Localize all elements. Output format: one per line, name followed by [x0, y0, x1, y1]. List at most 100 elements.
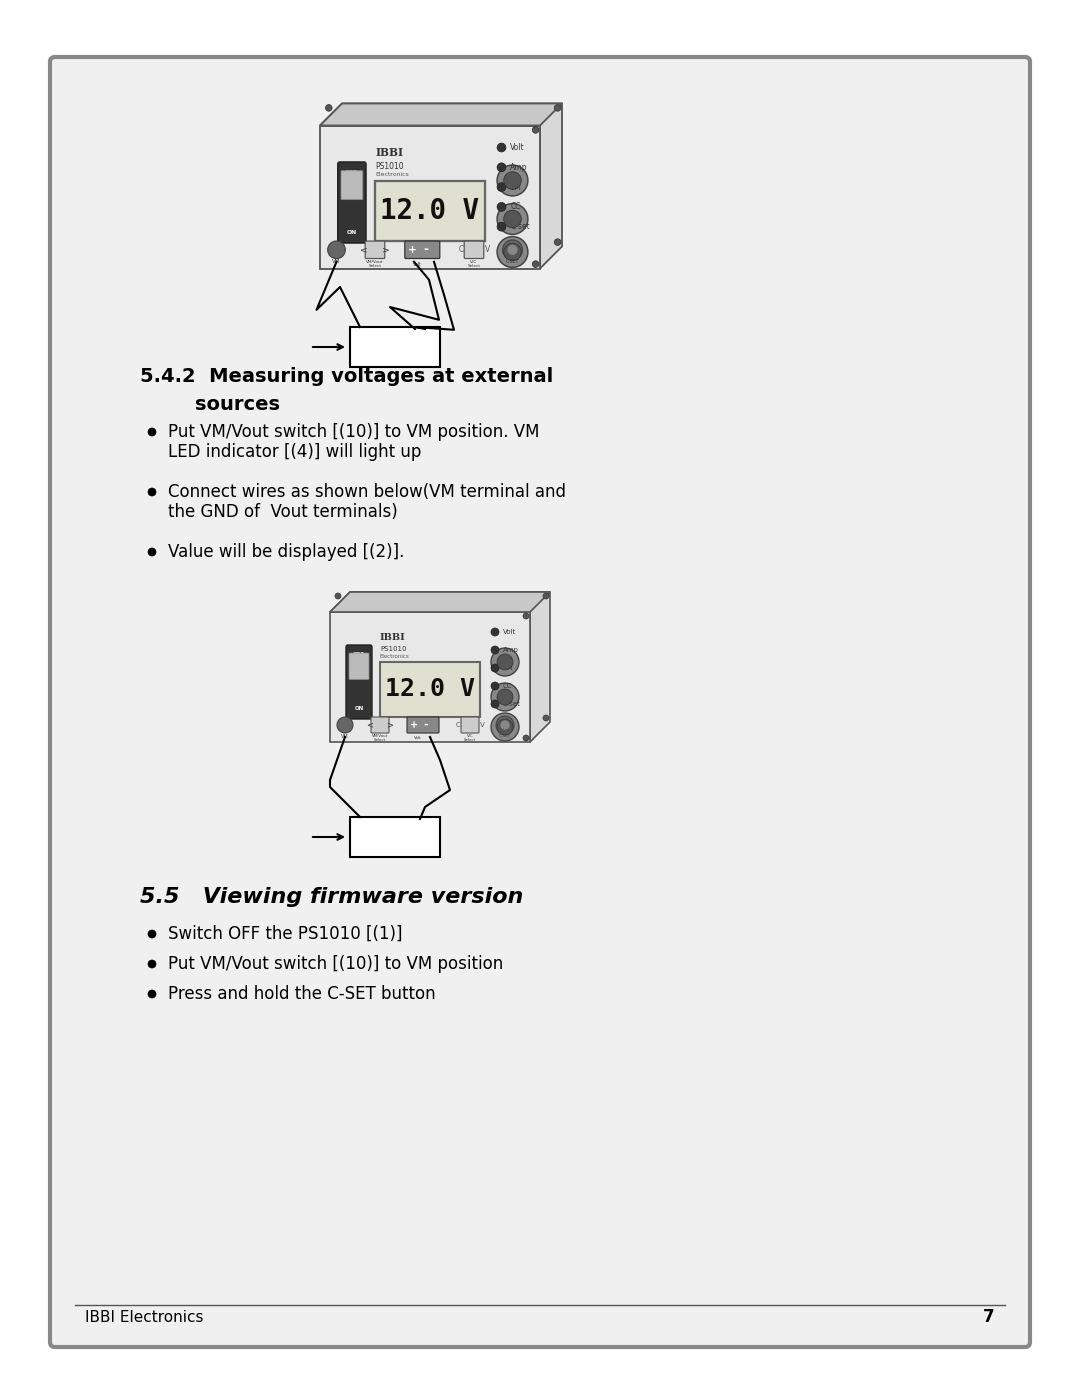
- Text: +: +: [408, 244, 417, 254]
- Circle shape: [497, 203, 505, 211]
- Text: Switch OFF the PS1010 [(1)]: Switch OFF the PS1010 [(1)]: [168, 925, 403, 943]
- FancyBboxPatch shape: [372, 717, 389, 733]
- Circle shape: [148, 930, 156, 937]
- Text: VM: VM: [511, 183, 522, 191]
- Circle shape: [503, 172, 522, 190]
- Circle shape: [502, 240, 523, 260]
- FancyBboxPatch shape: [464, 242, 484, 258]
- FancyBboxPatch shape: [341, 170, 363, 200]
- Text: Press and hold the C-SET button: Press and hold the C-SET button: [168, 985, 435, 1003]
- Text: IBBI Electronics: IBBI Electronics: [85, 1309, 203, 1324]
- Text: 5.5   Viewing firmware version: 5.5 Viewing firmware version: [140, 887, 524, 907]
- Circle shape: [523, 735, 529, 740]
- Circle shape: [337, 717, 353, 733]
- Bar: [350, 817, 440, 856]
- Circle shape: [148, 548, 156, 556]
- Text: Amp: Amp: [503, 647, 518, 652]
- Text: V/C
Select: V/C Select: [468, 260, 481, 268]
- Text: VM: VM: [333, 260, 340, 264]
- Circle shape: [148, 488, 156, 496]
- Circle shape: [327, 242, 346, 258]
- Circle shape: [497, 163, 505, 172]
- Circle shape: [496, 717, 514, 733]
- Polygon shape: [320, 103, 562, 126]
- Circle shape: [491, 664, 499, 672]
- Text: IBBI: IBBI: [375, 148, 403, 158]
- Bar: [70, 67, 1010, 1337]
- Text: Value will be displayed [(2)].: Value will be displayed [(2)].: [168, 543, 404, 562]
- Text: V: V: [485, 246, 490, 254]
- Circle shape: [543, 715, 549, 721]
- FancyBboxPatch shape: [330, 612, 530, 742]
- Circle shape: [491, 683, 519, 711]
- Circle shape: [497, 142, 505, 152]
- Text: V: V: [480, 722, 484, 728]
- Circle shape: [532, 261, 539, 267]
- Text: C-set: C-set: [511, 222, 530, 231]
- Text: Volt: Volt: [503, 629, 516, 636]
- Text: Volt: Volt: [511, 142, 525, 152]
- Text: PS1010: PS1010: [380, 645, 406, 652]
- Circle shape: [500, 719, 510, 731]
- Circle shape: [497, 183, 505, 191]
- Circle shape: [543, 592, 549, 599]
- FancyBboxPatch shape: [346, 645, 372, 719]
- Text: C-SET: C-SET: [499, 733, 511, 738]
- Text: 12.0 V: 12.0 V: [380, 197, 480, 225]
- Text: Put VM/Vout switch [(10)] to VM position. VM: Put VM/Vout switch [(10)] to VM position…: [168, 423, 540, 441]
- Circle shape: [491, 712, 519, 740]
- Bar: [350, 327, 440, 367]
- Text: C-set: C-set: [503, 701, 521, 707]
- Circle shape: [503, 243, 522, 261]
- FancyBboxPatch shape: [405, 242, 440, 258]
- Circle shape: [523, 613, 529, 619]
- FancyBboxPatch shape: [380, 662, 480, 717]
- Text: Electronics: Electronics: [380, 655, 409, 659]
- FancyBboxPatch shape: [50, 57, 1030, 1347]
- Circle shape: [491, 629, 499, 636]
- Text: LED indicator [(4)] will light up: LED indicator [(4)] will light up: [168, 443, 421, 461]
- Text: 12.0 V: 12.0 V: [384, 678, 475, 701]
- Text: -: -: [423, 719, 429, 731]
- Circle shape: [497, 222, 505, 231]
- Text: Connect wires as shown below(VM terminal and: Connect wires as shown below(VM terminal…: [168, 483, 566, 502]
- Circle shape: [491, 645, 499, 654]
- Circle shape: [497, 165, 528, 196]
- Text: OFF: OFF: [353, 652, 365, 658]
- Circle shape: [325, 105, 333, 112]
- Circle shape: [497, 654, 513, 671]
- Circle shape: [503, 210, 522, 228]
- Text: VM: VM: [503, 665, 514, 671]
- FancyBboxPatch shape: [375, 180, 485, 242]
- Text: sources: sources: [195, 395, 280, 415]
- Text: VM: VM: [341, 733, 349, 739]
- Circle shape: [491, 682, 499, 690]
- Text: OFF: OFF: [346, 170, 359, 175]
- Circle shape: [148, 990, 156, 997]
- FancyBboxPatch shape: [338, 162, 366, 243]
- Text: ON: ON: [347, 229, 357, 235]
- Text: 5.4.2  Measuring voltages at external: 5.4.2 Measuring voltages at external: [140, 367, 553, 387]
- FancyBboxPatch shape: [407, 717, 438, 733]
- Text: 7: 7: [984, 1308, 995, 1326]
- Text: +: +: [410, 719, 418, 731]
- Text: Volt: Volt: [413, 261, 421, 267]
- Text: CC: CC: [503, 683, 513, 689]
- Text: PS1010: PS1010: [375, 162, 404, 170]
- Text: C: C: [456, 722, 460, 728]
- Circle shape: [335, 592, 341, 599]
- Polygon shape: [330, 592, 550, 742]
- Text: >: >: [382, 246, 390, 254]
- FancyBboxPatch shape: [365, 242, 384, 258]
- Text: <: <: [361, 246, 368, 254]
- Polygon shape: [330, 592, 550, 612]
- Text: VM/Vout
Select: VM/Vout Select: [372, 733, 388, 742]
- Text: Electronics: Electronics: [375, 172, 408, 177]
- Circle shape: [497, 236, 528, 267]
- Circle shape: [507, 244, 518, 256]
- Polygon shape: [320, 103, 562, 268]
- Circle shape: [491, 648, 519, 676]
- FancyBboxPatch shape: [461, 717, 480, 733]
- Text: VM/Vout
Select: VM/Vout Select: [366, 260, 383, 268]
- Text: Volt: Volt: [414, 736, 422, 740]
